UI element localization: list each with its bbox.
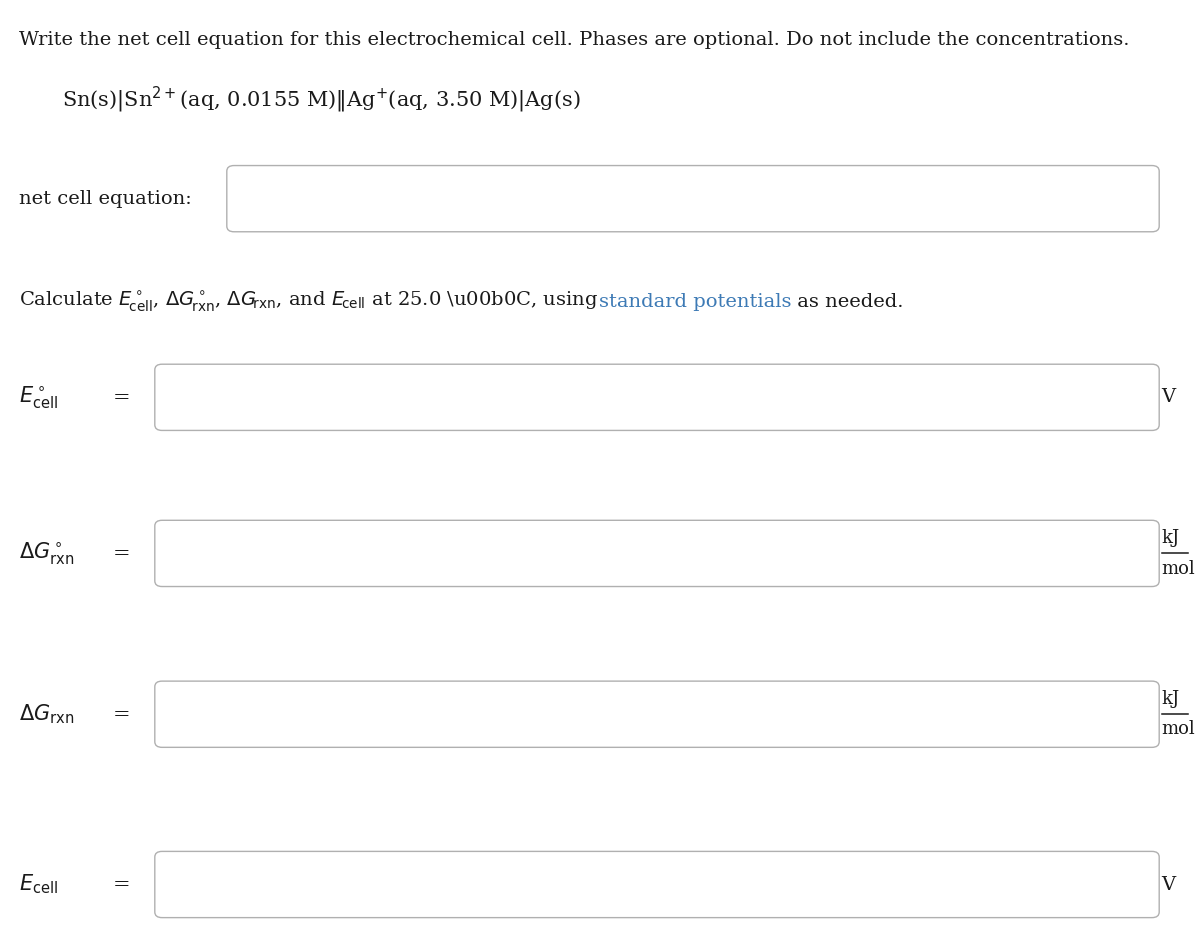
Text: kJ: kJ: [1162, 690, 1180, 709]
Text: Sn(s)$|$Sn$^{2+}$(aq, 0.0155 M)$\|$Ag$^{+}$(aq, 3.50 M)$|$Ag(s): Sn(s)$|$Sn$^{2+}$(aq, 0.0155 M)$\|$Ag$^{…: [62, 85, 581, 115]
Text: Write the net cell equation for this electrochemical cell. Phases are optional. : Write the net cell equation for this ele…: [19, 31, 1129, 49]
Text: $E_{\mathrm{cell}}$: $E_{\mathrm{cell}}$: [19, 873, 59, 896]
Text: mol: mol: [1162, 720, 1195, 739]
Text: standard potentials: standard potentials: [599, 292, 792, 311]
Text: =: =: [113, 875, 131, 894]
FancyBboxPatch shape: [155, 851, 1159, 918]
FancyBboxPatch shape: [155, 520, 1159, 587]
Text: as needed.: as needed.: [792, 292, 904, 311]
FancyBboxPatch shape: [227, 166, 1159, 232]
Text: $E^\circ_{\mathrm{cell}}$: $E^\circ_{\mathrm{cell}}$: [19, 384, 59, 411]
Text: =: =: [113, 705, 131, 724]
Text: mol: mol: [1162, 559, 1195, 578]
Text: =: =: [113, 544, 131, 563]
Text: V: V: [1162, 875, 1176, 894]
Text: Calculate $E^\circ_{\!\mathrm{cell}}$, $\Delta G^\circ_{\!\mathrm{rxn}}$, $\Delt: Calculate $E^\circ_{\!\mathrm{cell}}$, $…: [19, 289, 599, 314]
Text: $\Delta G_{\mathrm{rxn}}$: $\Delta G_{\mathrm{rxn}}$: [19, 703, 74, 726]
Text: $\Delta G^\circ_{\mathrm{rxn}}$: $\Delta G^\circ_{\mathrm{rxn}}$: [19, 540, 74, 567]
Text: net cell equation:: net cell equation:: [19, 189, 192, 208]
Text: =: =: [113, 388, 131, 407]
Text: V: V: [1162, 388, 1176, 407]
FancyBboxPatch shape: [155, 681, 1159, 747]
Text: kJ: kJ: [1162, 529, 1180, 548]
FancyBboxPatch shape: [155, 364, 1159, 430]
